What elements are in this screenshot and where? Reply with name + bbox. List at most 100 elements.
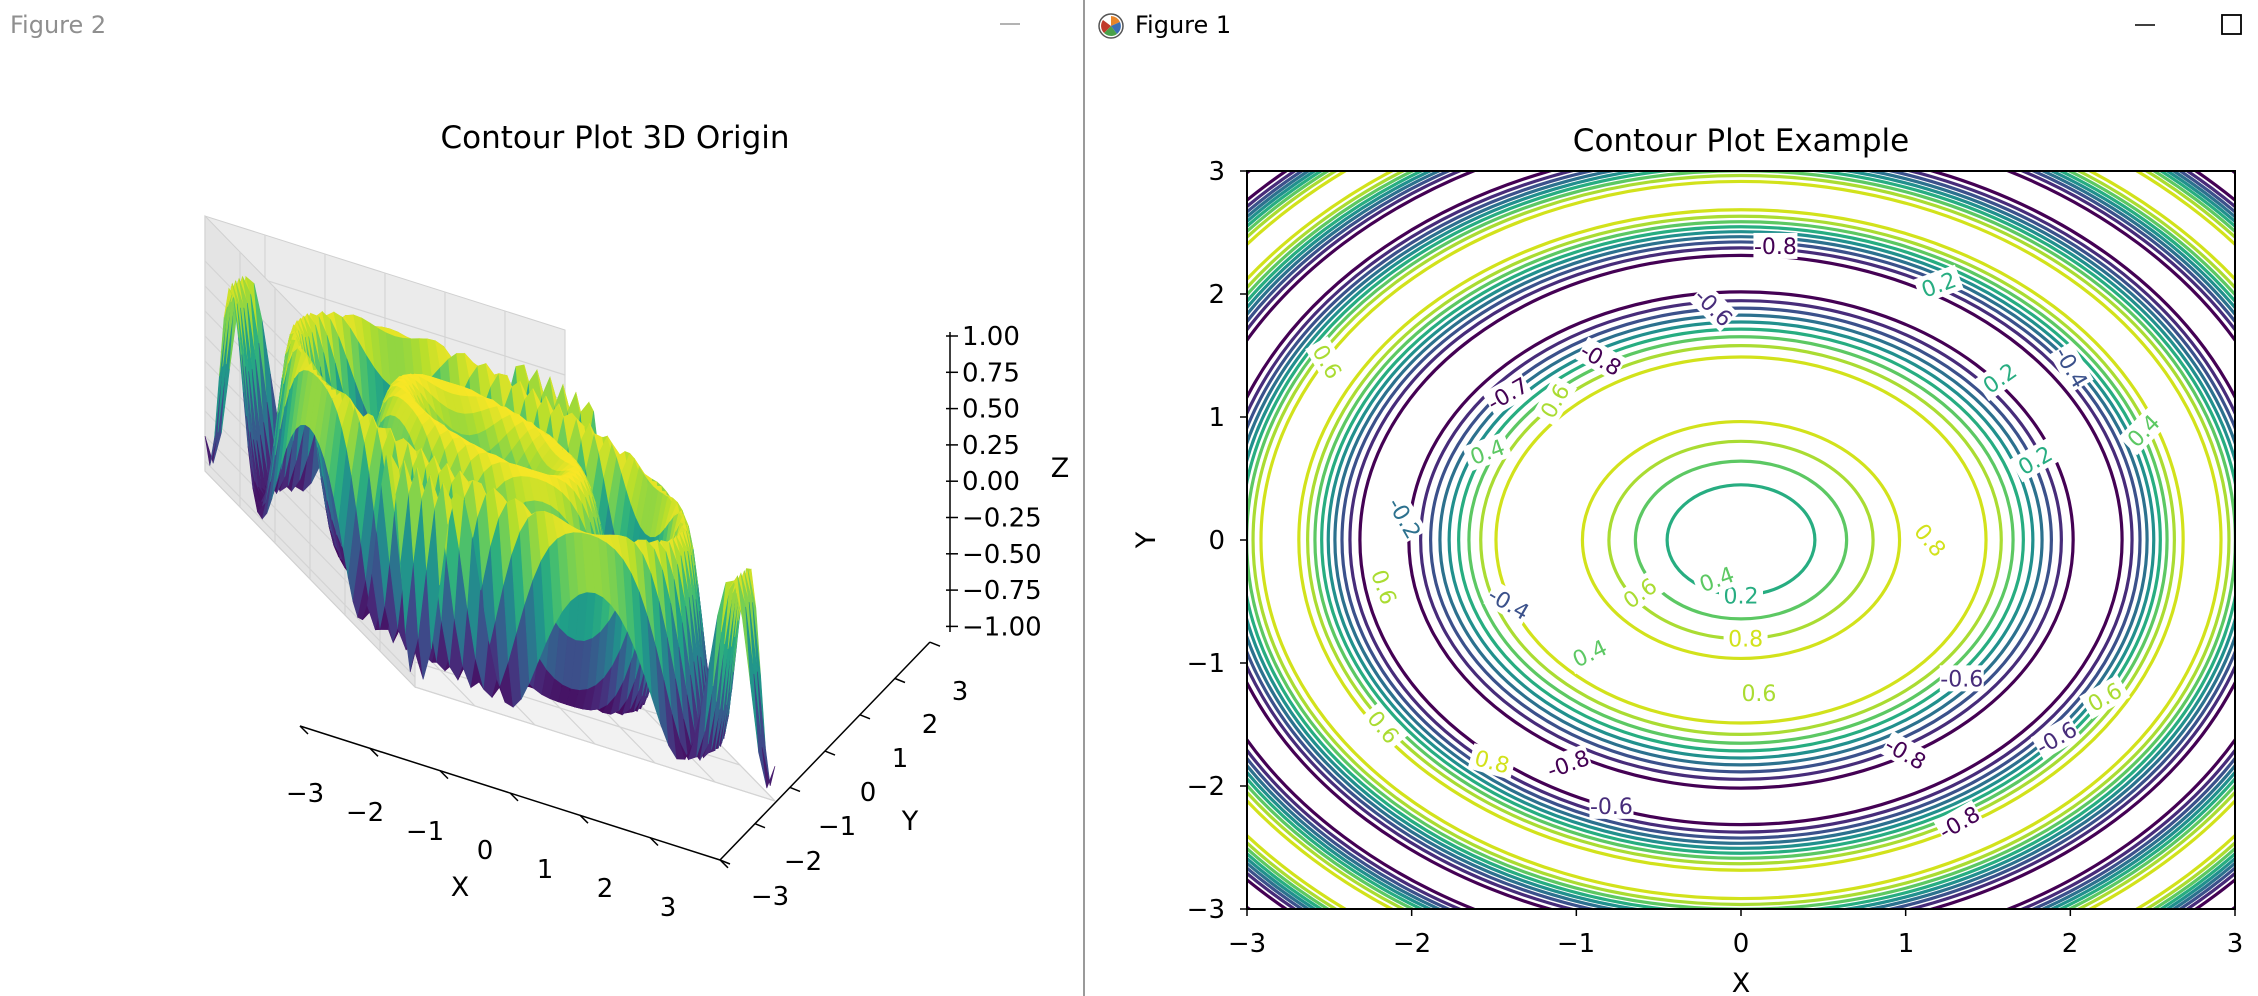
contour-label: -0.2 [1382, 494, 1425, 544]
x-axis-label: X [1732, 968, 1751, 996]
y-axis: −3 −2 −1 0 1 2 3 Y [719, 641, 969, 912]
contour-line [1580, 419, 1902, 661]
y-tick-label: 1 [1208, 403, 1225, 433]
contour-label-bg [1723, 625, 1768, 652]
x-tick [579, 814, 589, 824]
y-tick-label: −3 [751, 882, 789, 912]
contour-line [1479, 343, 2003, 737]
x-tick-label: 0 [1733, 929, 1750, 959]
z-axis-label: Z [1051, 453, 1070, 484]
minimize-icon [1000, 23, 1020, 25]
y-tick-label: −3 [1187, 895, 1225, 925]
contour-label-bg [1305, 336, 1350, 388]
contour-label-bg [1382, 492, 1427, 544]
contour-label-bg [1359, 701, 1408, 753]
contour-label: -0.8 [1880, 733, 1930, 776]
contour-line [1326, 230, 2156, 850]
surface-plot-title: Contour Plot 3D Origin [440, 120, 789, 156]
figure2-titlebar[interactable]: Figure 2 [0, 0, 1081, 52]
matplotlib-icon [1098, 13, 1124, 39]
z-tick-label: −1.00 [962, 612, 1042, 642]
contour-label-bg [2079, 674, 2131, 720]
contour-lines [1247, 171, 2235, 909]
contour-label-bg [1482, 371, 1534, 416]
contour-line [1247, 171, 2235, 909]
x-tick-label: −1 [406, 817, 444, 847]
contour-line [1297, 208, 2185, 872]
x-tick-label: −3 [286, 779, 324, 809]
contour-labels: 0.20.40.60.80.80.60.4-0.4-0.6-0.8-0.8-0.… [1305, 232, 2169, 845]
contour-label-bg [1688, 282, 1739, 332]
x-tick-label: 2 [2062, 929, 2079, 959]
contour-plot[interactable]: Contour Plot Example 0.20.40.60.80.80.60… [1085, 52, 2258, 996]
surface-facet [761, 747, 776, 789]
x-axis: −3 −2 −1 0 1 2 3 X [286, 725, 729, 923]
surface [204, 275, 776, 789]
contour-label-bg [2049, 341, 2094, 393]
contour-label-bg [1974, 354, 2026, 402]
contour-line [1407, 290, 2075, 790]
x-tick-label: −1 [1557, 929, 1595, 959]
y-tick [719, 859, 731, 865]
contour-line [1313, 220, 2169, 860]
contour-plot-title: Contour Plot Example [1573, 123, 1909, 159]
contour-line [1419, 299, 2063, 781]
contour-line [1494, 355, 1988, 725]
contour-label-bg [1913, 264, 1964, 305]
maximize-icon [2221, 14, 2242, 35]
contour-line [1320, 225, 2162, 855]
y-tick-label: −1 [818, 812, 856, 842]
figure2-window-title: Figure 2 [10, 11, 107, 39]
axis-ticks [1240, 170, 2236, 916]
y-tick-label: 3 [1208, 157, 1225, 187]
contour-label-bg [1364, 561, 1404, 613]
contour-line [1340, 240, 2142, 840]
x-tick-label: 3 [2227, 929, 2244, 959]
contour-label-bg [1736, 680, 1781, 707]
y-tick-label: −1 [1187, 649, 1225, 679]
y-tick [789, 786, 801, 793]
x-tick-label: 1 [1898, 929, 1915, 959]
z-tick-label: 1.00 [962, 322, 1020, 352]
y-axis-label: Y [901, 806, 919, 837]
y-tick-label: −2 [784, 847, 822, 877]
y-tick-label: −2 [1187, 772, 1225, 802]
contour-line [1429, 306, 2053, 774]
contour-label: -0.8 [1754, 235, 1797, 260]
contour-label: 0.8 [1472, 746, 1512, 779]
contour-line [1457, 327, 2025, 753]
contour-label: -0.6 [1590, 795, 1633, 820]
contour-line [1633, 459, 1849, 621]
contour-label-bg [1467, 743, 1517, 780]
contour-label-bg [1691, 559, 1742, 599]
contour-label-bg [2118, 405, 2169, 456]
y-tick-label: 0 [860, 778, 877, 808]
contour-label-bg [1933, 800, 1985, 845]
z-tick-label: 0.50 [962, 395, 1020, 425]
minimize-button[interactable] [990, 10, 1030, 40]
contour-line [1251, 173, 2231, 907]
y-tick [824, 750, 836, 756]
x-tick-label: 0 [477, 836, 494, 866]
contour-line [1259, 179, 2223, 901]
surface-plot[interactable]: Contour Plot 3D Origin −3 −2 −1 0 1 2 3 … [0, 52, 1081, 996]
maximize-button[interactable] [2211, 10, 2251, 40]
x-tick-label: −2 [346, 798, 384, 828]
x-tick [369, 747, 379, 757]
y-tick-label: 2 [1208, 280, 1225, 310]
contour-line [1467, 335, 2015, 745]
x-tick-label: −2 [1393, 929, 1431, 959]
contour-line [1358, 253, 2124, 827]
figure1-titlebar[interactable]: Figure 1 [1085, 0, 2258, 52]
contour-line [1333, 235, 2149, 845]
contour-label-bg [1906, 514, 1955, 566]
minimize-button[interactable] [2125, 10, 2165, 40]
x-tick [509, 792, 519, 802]
y-tick-label: 3 [952, 677, 969, 707]
x-tick-label: −3 [1228, 929, 1266, 959]
contour-line [1306, 214, 2176, 866]
y-axis-label: Y [1131, 531, 1162, 549]
z-tick-label: −0.75 [962, 576, 1042, 606]
contour-label-bg [1542, 743, 1594, 784]
z-tick-label: 0.00 [962, 467, 1020, 497]
